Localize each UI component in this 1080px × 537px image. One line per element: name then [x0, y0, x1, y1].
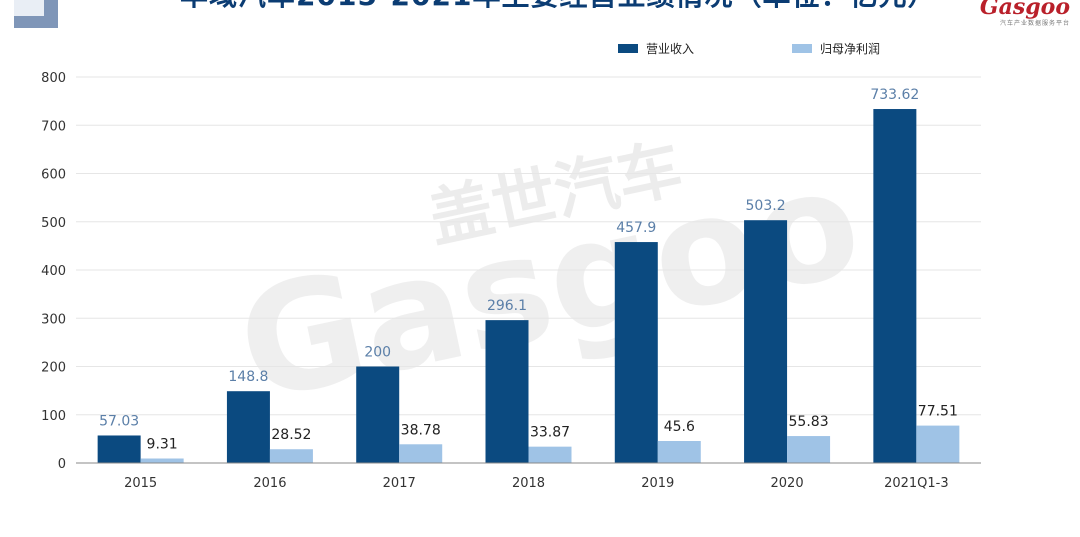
revenue-bar — [614, 242, 658, 463]
x-tick-label: 2019 — [641, 476, 674, 491]
decorative-corner-block — [14, 0, 58, 28]
legend-swatch-revenue — [618, 44, 638, 53]
y-tick-label: 500 — [41, 216, 66, 231]
x-tick-label: 2016 — [253, 476, 286, 491]
net-profit-bar — [399, 444, 443, 463]
revenue-bar — [873, 109, 917, 463]
net-profit-value-label: 77.51 — [918, 404, 958, 420]
bars: 57.03 9.31 148.8 28.52 200 38.78 296.1 33.87 457… — [97, 87, 960, 463]
net-profit-bar — [528, 446, 572, 463]
net-profit-value-label: 55.83 — [789, 414, 829, 430]
net-profit-bar — [787, 436, 831, 463]
x-axis: 2015 2016 2017 2018 2019 2020 2021Q1-3 — [76, 462, 981, 491]
net-profit-value-label: 45.6 — [664, 419, 695, 435]
x-tick-label: 2017 — [383, 476, 416, 491]
brand-logo: Gasgoo 汽车产业数据服务平台 — [980, 0, 1070, 27]
brand-tagline: 汽车产业数据服务平台 — [999, 20, 1070, 27]
x-tick-label: 2018 — [512, 476, 545, 491]
revenue-bar — [356, 366, 400, 463]
revenue-value-label: 733.62 — [870, 87, 919, 103]
revenue-value-label: 457.9 — [616, 220, 656, 236]
revenue-value-label: 503.2 — [746, 198, 786, 214]
legend-label-net-profit: 归母净利润 — [820, 42, 880, 56]
net-profit-value-label: 33.87 — [530, 425, 570, 441]
legend-label-revenue: 营业收入 — [646, 42, 694, 56]
x-tick-label: 2015 — [124, 476, 157, 491]
revenue-bar — [485, 320, 529, 463]
decorative-corner-inner — [14, 0, 44, 16]
revenue-value-label: 296.1 — [487, 298, 527, 314]
x-tick-label: 2020 — [771, 476, 804, 491]
revenue-value-label: 148.8 — [228, 369, 268, 385]
net-profit-bar — [140, 458, 184, 463]
y-tick-label: 400 — [41, 264, 66, 279]
y-axis: 0 100 200 300 400 500 600 700 800 — [41, 71, 66, 472]
y-tick-label: 600 — [41, 168, 66, 183]
legend-swatch-net-profit — [792, 44, 812, 53]
x-tick-label: 2021Q1-3 — [884, 476, 949, 491]
chart-title: 华域汽车2015-2021年主要经营业绩情况（单位：亿元） — [180, 0, 920, 8]
revenue-value-label: 57.03 — [99, 413, 139, 429]
y-tick-label: 0 — [58, 457, 66, 472]
net-profit-value-label: 9.31 — [147, 437, 178, 453]
net-profit-bar — [657, 440, 701, 463]
revenue-bar — [226, 391, 270, 463]
y-tick-label: 100 — [41, 409, 66, 424]
y-tick-label: 800 — [41, 71, 66, 86]
net-profit-bar — [269, 449, 313, 463]
revenue-bar — [744, 220, 788, 463]
brand-name: Gasgoo — [979, 0, 1070, 20]
revenue-value-label: 200 — [364, 345, 391, 361]
net-profit-value-label: 38.78 — [401, 422, 441, 438]
y-tick-label: 200 — [41, 361, 66, 376]
revenue-bar — [97, 435, 141, 463]
y-tick-label: 700 — [41, 119, 66, 134]
net-profit-value-label: 28.52 — [271, 427, 311, 443]
y-tick-label: 300 — [41, 312, 66, 327]
net-profit-bar — [916, 425, 960, 463]
legend: 营业收入 归母净利润 — [618, 42, 880, 56]
